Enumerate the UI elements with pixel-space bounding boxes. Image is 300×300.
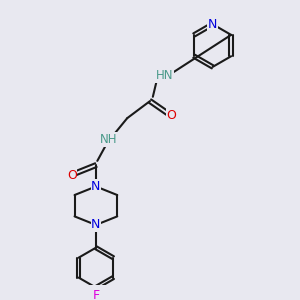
Text: N: N	[91, 180, 101, 193]
Text: HN: HN	[155, 69, 173, 82]
Text: O: O	[67, 169, 76, 182]
Text: O: O	[167, 109, 176, 122]
Text: N: N	[208, 18, 217, 31]
Text: NH: NH	[100, 133, 118, 146]
Text: F: F	[92, 289, 100, 300]
Text: N: N	[91, 218, 101, 231]
